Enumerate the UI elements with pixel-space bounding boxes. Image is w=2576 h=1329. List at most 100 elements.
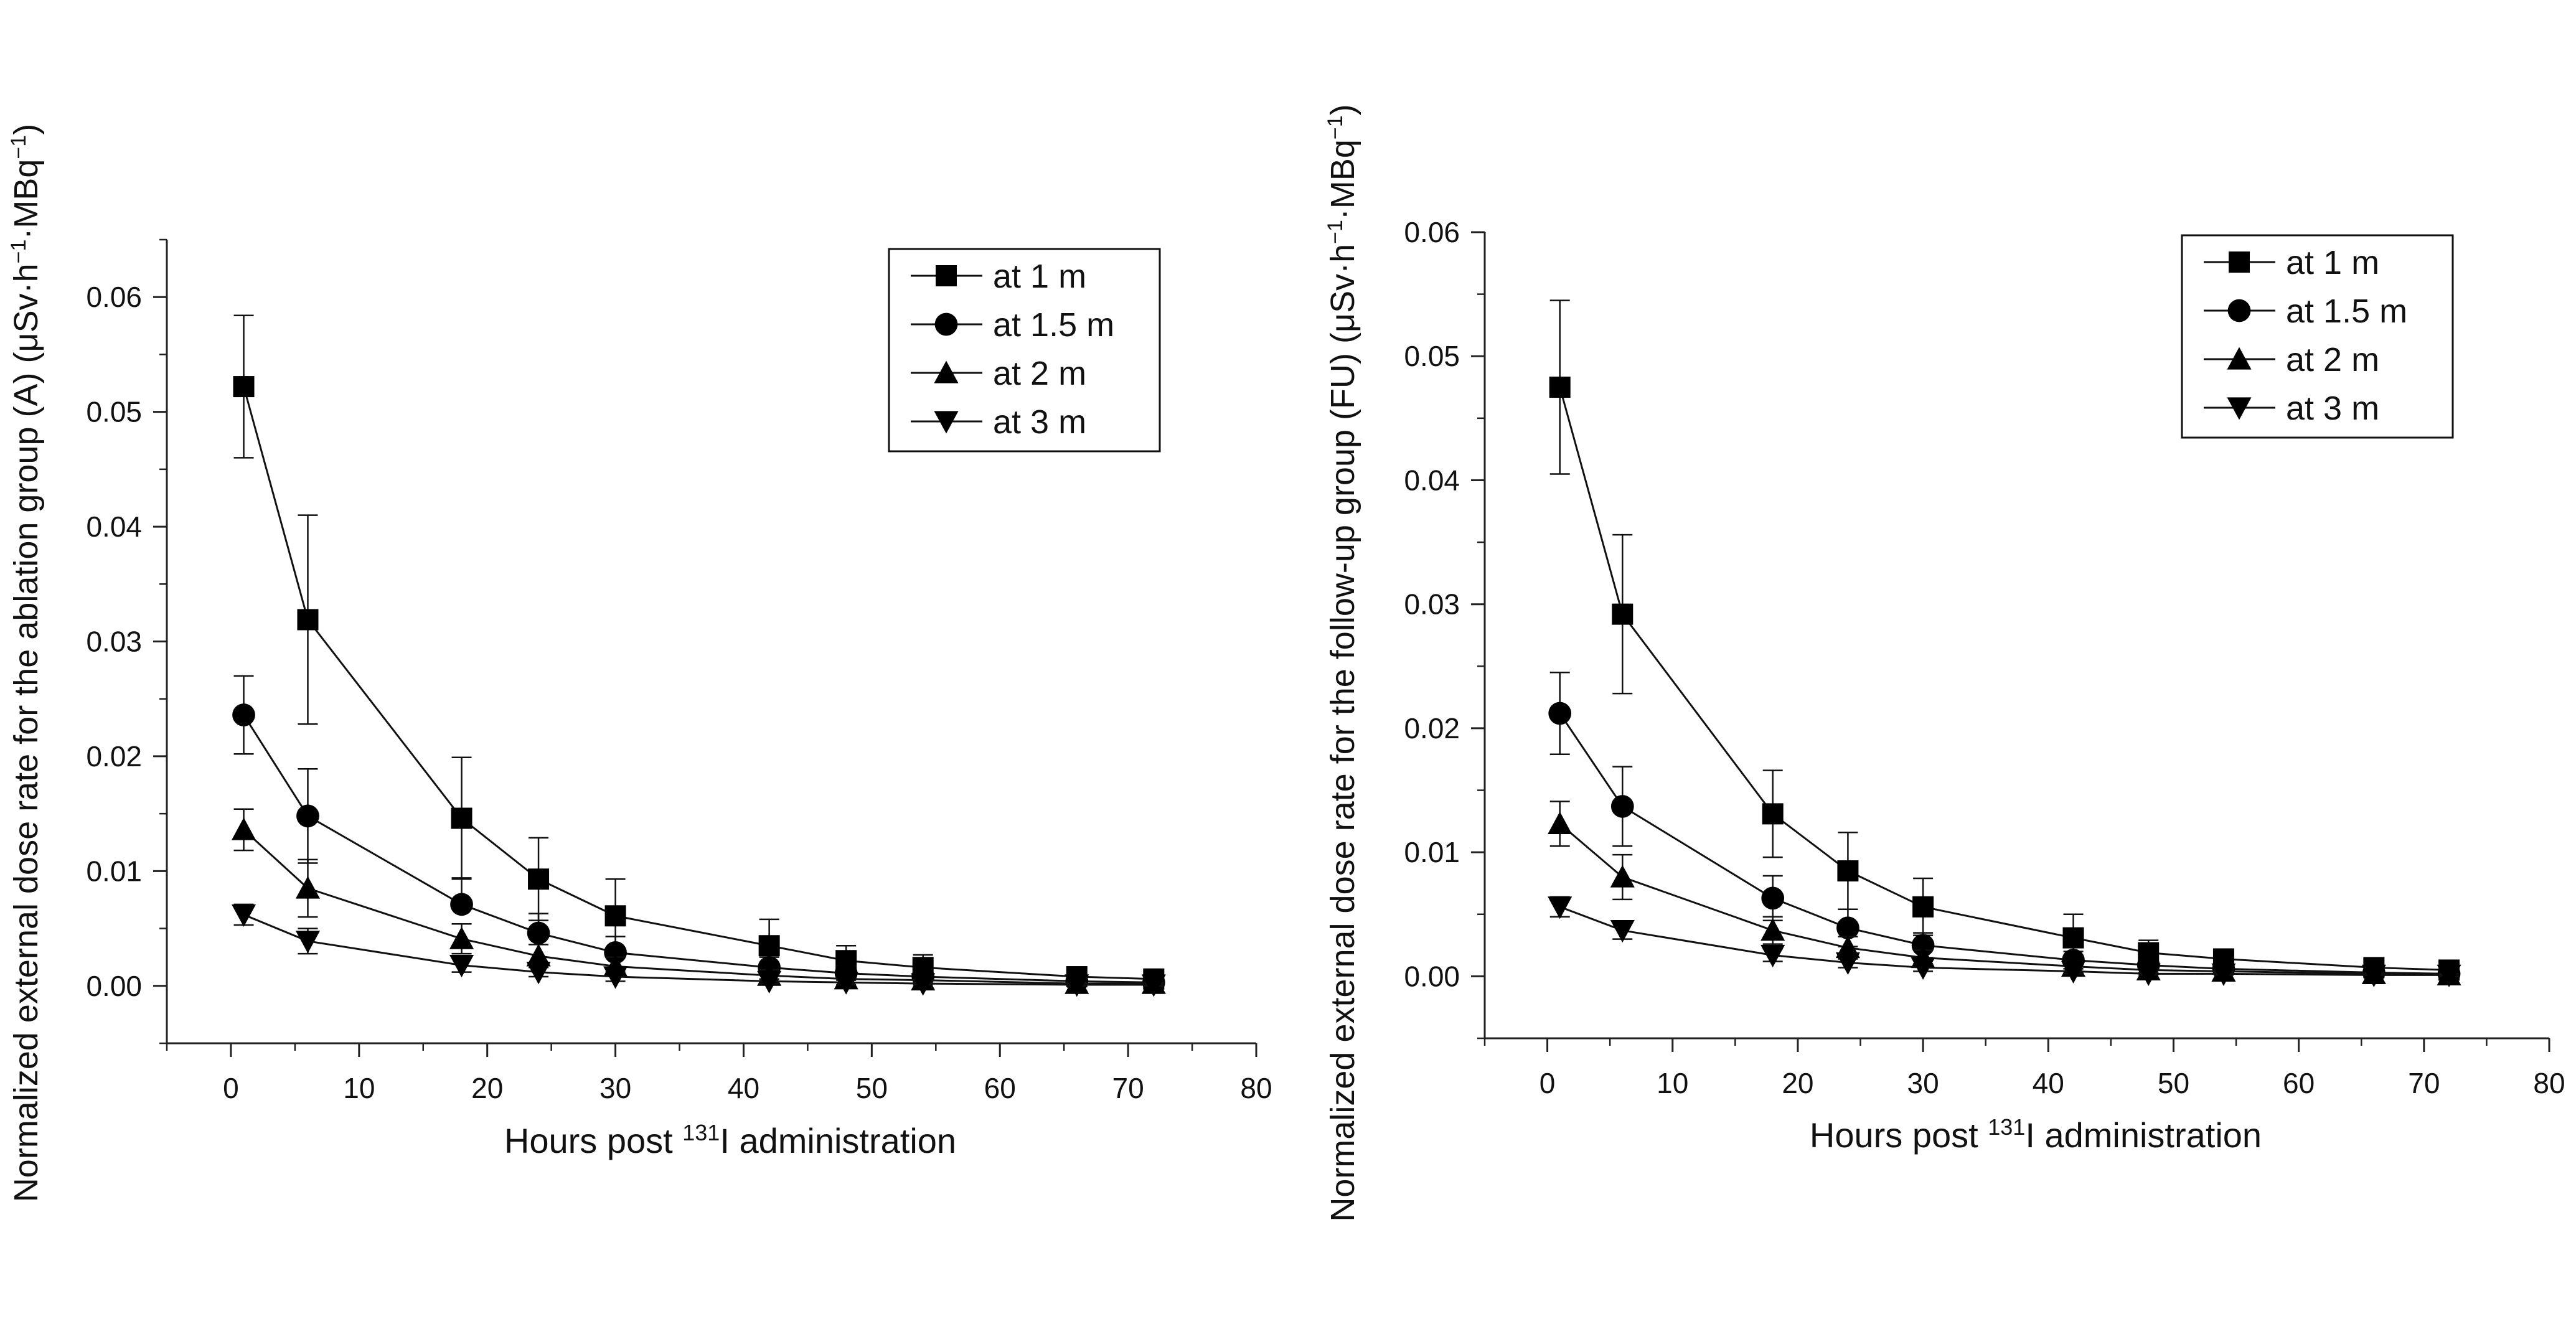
data-point [2437,964,2461,987]
data-point [757,970,782,993]
x-tick-label: 70 [2408,1067,2440,1099]
x-axis-label: Hours post 131I administration [1810,1114,2262,1155]
data-point [604,905,626,927]
legend-label: at 1.5 m [993,306,1114,344]
series-at-3-m [231,903,1166,997]
x-tick-label: 0 [1539,1067,1556,1099]
series-line [243,914,1154,986]
x-tick-label: 40 [2033,1067,2064,1099]
data-point [526,944,551,967]
legend-entry: at 1.5 m [911,306,1114,344]
data-point [527,921,550,945]
x-tick-label: 30 [1907,1067,1939,1099]
x-tick-label: 60 [984,1072,1016,1104]
y-tick-label: 0.05 [86,396,142,428]
data-point [911,973,936,996]
legend-entry: at 2 m [911,355,1086,392]
series-line [243,386,1154,980]
data-point [1760,944,1785,968]
y-tick-label: 0.05 [1404,340,1460,372]
x-tick-label: 50 [856,1072,888,1104]
legend-marker [2227,397,2252,420]
legend-entry: at 1 m [911,258,1086,295]
data-point [1141,974,1166,997]
y-tick-label: 0.04 [1404,464,1460,496]
data-point [1911,957,1935,980]
series-line [243,714,1154,984]
series-line [243,829,1154,985]
data-point [758,935,780,957]
legend-label: at 3 m [993,403,1086,441]
x-tick-label: 50 [2158,1067,2189,1099]
data-point [1912,896,1934,918]
data-point [528,868,550,890]
y-tick-label: 0.01 [1404,836,1460,868]
x-tick-label: 80 [1240,1072,1272,1104]
y-tick-label: 0.03 [1404,588,1460,621]
data-point [2211,963,2236,986]
x-tick-label: 0 [223,1072,239,1104]
data-point [231,817,256,840]
series-at-3-m [1548,896,2461,987]
x-tick-label: 60 [2283,1067,2315,1099]
data-point [2361,964,2386,987]
y-tick-label: 0.01 [86,855,142,887]
data-point [232,703,255,726]
y-tick-label: 0.00 [1404,960,1460,992]
data-point [1762,803,1784,825]
y-tick-label: 0.04 [86,510,142,543]
legend-entry: at 1.5 m [2204,293,2407,330]
legend-entry: at 2 m [2204,341,2379,378]
x-axis-label: Hours post 131I administration [504,1120,956,1161]
legend-marker [934,360,959,383]
data-point [834,972,858,995]
x-tick-label: 30 [599,1072,631,1104]
data-point [2061,960,2086,984]
series-at-1-5-m [232,675,1165,994]
x-tick-label: 20 [1782,1067,1813,1099]
series-line [1559,713,2450,975]
legend: at 1 m at 1.5 m at 2 m at 3 m [2181,234,2454,439]
series-line [1559,823,2450,976]
legend-box [2181,234,2454,439]
data-point [295,876,321,899]
data-point [1549,377,1571,398]
data-point [1612,603,1634,625]
data-point [449,926,474,949]
y-tick-label: 0.03 [86,626,142,658]
legend-marker [2227,299,2251,322]
x-tick-label: 80 [2533,1067,2565,1099]
x-tick-label: 10 [1657,1067,1688,1099]
data-point [1548,702,1572,725]
legend-entry: at 3 m [2204,390,2379,427]
data-point [295,931,321,954]
legend-box [888,248,1161,453]
legend-marker [2229,251,2250,273]
y-tick-label: 0.02 [86,740,142,773]
data-point [1548,896,1572,919]
legend-label: at 3 m [2286,390,2379,427]
legend-label: at 1 m [2286,244,2379,281]
x-tick-label: 40 [728,1072,759,1104]
y-axis-label: Normalized external dose rate for the fo… [1323,104,1361,1221]
y-axis-label: Normalized external dose rate for the ab… [7,124,45,1202]
legend: at 1 m at 1.5 m at 2 m at 3 m [888,248,1161,453]
data-point [296,804,319,828]
data-point [604,941,627,964]
x-tick-label: 70 [1112,1072,1144,1104]
legend-entry: at 1 m [2204,244,2379,281]
data-point [451,807,472,829]
legend-label: at 1.5 m [2286,293,2407,330]
y-tick-label: 0.00 [86,970,142,1002]
data-point [231,904,256,927]
data-point [1761,886,1785,910]
x-tick-label: 20 [471,1072,503,1104]
y-tick-label: 0.02 [1404,712,1460,744]
y-tick-label: 0.06 [1404,216,1460,248]
data-point [2136,963,2161,986]
data-point [1610,865,1635,888]
data-point [297,609,319,631]
legend-label: at 2 m [993,355,1086,392]
legend-marker [936,265,957,286]
